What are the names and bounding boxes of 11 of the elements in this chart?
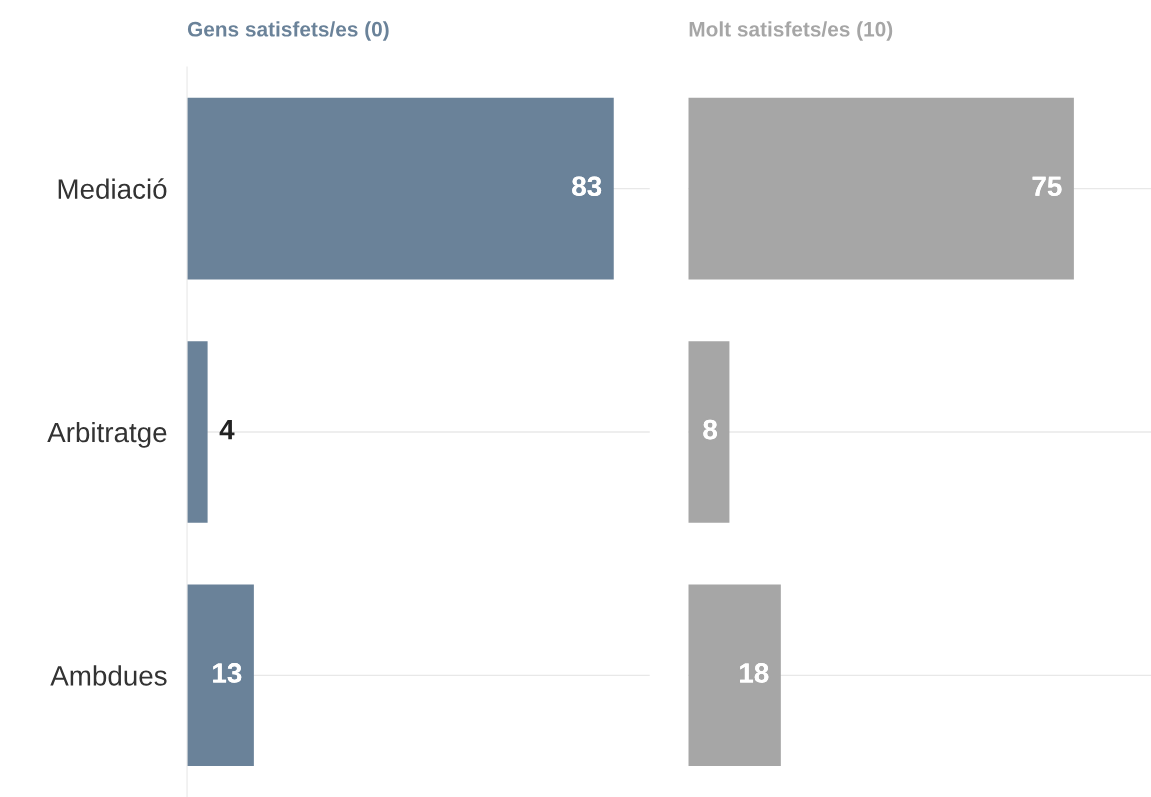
y-tick-label: Mediació	[58, 178, 167, 199]
chart-title: Gens satisfets/es (0)	[187, 21, 389, 41]
data-label: 4	[219, 420, 235, 440]
data-label: 75	[1032, 176, 1062, 197]
data-label: 13	[213, 663, 242, 683]
data-label: 83	[572, 176, 602, 197]
chart-title: Molt satisfets/es (10)	[689, 21, 893, 41]
y-tick-label: Arbitratge	[47, 421, 167, 448]
data-label: 18	[740, 663, 769, 683]
data-label: 8	[703, 419, 718, 440]
y-tick-label: Ambdues	[50, 665, 167, 686]
